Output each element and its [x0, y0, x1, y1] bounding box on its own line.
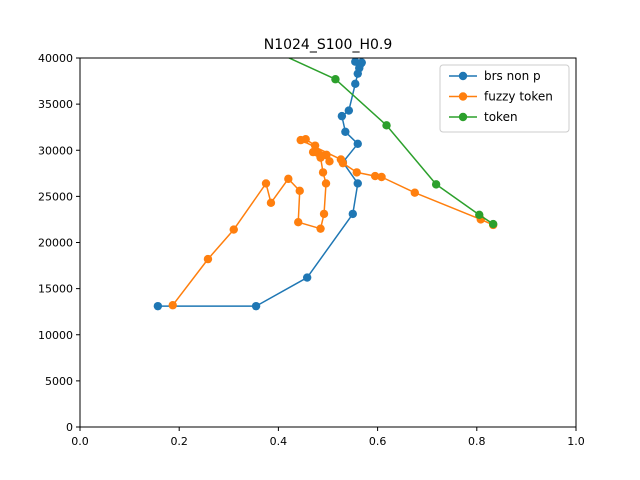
x-tick-label: 0.6 — [369, 435, 387, 448]
data-point — [295, 186, 304, 196]
data-point — [353, 179, 362, 188]
x-tick-label: 0.4 — [270, 435, 288, 448]
legend-box — [439, 64, 570, 133]
data-point — [488, 219, 498, 229]
data-point — [317, 151, 327, 160]
data-point — [318, 168, 328, 177]
plot-area — [153, 58, 498, 311]
series-2 — [287, 58, 498, 229]
legend-entry: brs non p — [449, 69, 541, 83]
data-point — [338, 158, 348, 168]
data-point — [266, 198, 276, 208]
y-tick-label: 5000 — [45, 375, 73, 388]
y-tick-label: 0 — [66, 421, 73, 434]
x-tick-label: 1.0 — [567, 435, 585, 448]
data-point — [331, 75, 340, 84]
legend-entry: fuzzy token — [449, 90, 553, 104]
data-point — [351, 58, 360, 66]
data-point — [353, 139, 362, 148]
data-point — [410, 188, 419, 197]
data-point — [344, 106, 354, 115]
data-point — [203, 254, 213, 264]
data-point — [229, 225, 238, 234]
data-point — [316, 224, 325, 233]
legend-entry: token — [449, 110, 518, 124]
data-point — [168, 301, 177, 310]
data-point — [377, 172, 386, 182]
data-point — [325, 157, 334, 166]
legend-label: token — [484, 110, 518, 124]
data-point — [475, 210, 484, 220]
y-tick-label: 15000 — [38, 283, 73, 296]
legend: brs non p fuzzy token token — [439, 64, 570, 133]
data-point — [302, 273, 312, 282]
axes: 0.0 0.2 0.4 0.6 0.8 1.0 0 5000 10000 15000 20000 25… — [38, 52, 585, 448]
x-tick-label: 0.8 — [468, 435, 486, 448]
data-point — [382, 121, 391, 130]
data-point — [261, 179, 271, 188]
data-point — [296, 135, 305, 145]
data-point — [294, 218, 303, 227]
legend-label: fuzzy token — [484, 90, 553, 104]
y-tick-label: 20000 — [38, 237, 73, 250]
y-tick-label: 40000 — [38, 52, 73, 65]
data-point — [321, 179, 331, 188]
data-point — [357, 58, 366, 67]
x-tick-label: 0.0 — [71, 435, 89, 448]
data-point — [431, 180, 441, 189]
data-point — [341, 127, 350, 136]
data-point — [337, 111, 347, 121]
data-point — [351, 79, 360, 89]
y-tick-label: 10000 — [38, 329, 73, 342]
chart-title: N1024_S100_H0.9 — [264, 37, 393, 53]
y-tick-label: 30000 — [38, 144, 73, 157]
legend-marker — [458, 92, 468, 101]
data-point — [352, 168, 361, 177]
data-point — [310, 141, 320, 150]
data-point — [348, 209, 357, 219]
y-tick-label: 35000 — [38, 98, 73, 111]
legend-marker — [458, 112, 468, 122]
data-point — [319, 209, 329, 219]
legend-label: brs non p — [484, 69, 541, 83]
data-point — [308, 147, 318, 157]
series-1 — [168, 134, 498, 310]
data-point — [370, 171, 380, 181]
x-tick-label: 0.2 — [170, 435, 188, 448]
y-tick-label: 25000 — [38, 190, 73, 203]
data-point — [284, 174, 293, 184]
data-point — [251, 301, 261, 311]
data-point — [153, 301, 163, 311]
legend-marker — [458, 71, 468, 81]
